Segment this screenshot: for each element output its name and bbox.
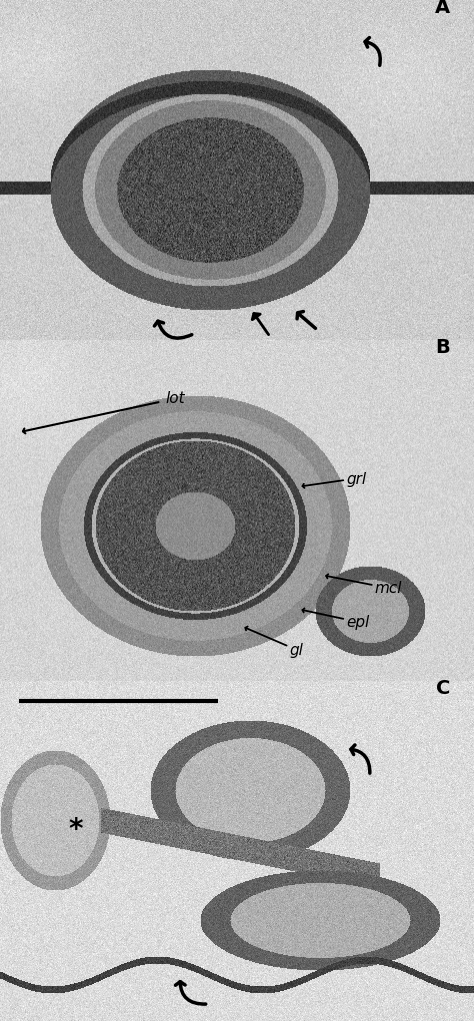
Text: mcl: mcl bbox=[374, 581, 402, 596]
Text: B: B bbox=[436, 338, 450, 357]
Text: *: * bbox=[69, 817, 83, 844]
Text: grl: grl bbox=[346, 473, 366, 487]
Text: gl: gl bbox=[289, 642, 303, 658]
Text: epl: epl bbox=[346, 616, 369, 630]
Text: lot: lot bbox=[166, 391, 185, 405]
Text: C: C bbox=[436, 679, 450, 697]
Text: A: A bbox=[435, 0, 450, 17]
